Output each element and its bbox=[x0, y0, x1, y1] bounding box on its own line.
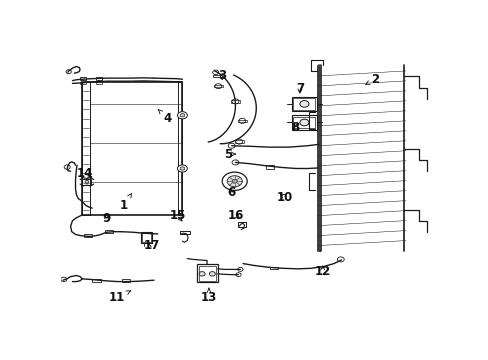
Circle shape bbox=[215, 84, 222, 89]
Circle shape bbox=[177, 165, 187, 172]
Bar bbox=[80, 77, 86, 80]
Circle shape bbox=[180, 167, 184, 170]
Bar bbox=[265, 166, 274, 169]
Bar bbox=[230, 100, 240, 103]
Circle shape bbox=[66, 70, 71, 74]
Bar bbox=[96, 82, 102, 84]
Text: 11: 11 bbox=[109, 291, 130, 304]
Text: 1: 1 bbox=[120, 194, 131, 212]
Bar bbox=[213, 75, 220, 77]
Bar bbox=[291, 97, 317, 111]
Text: 17: 17 bbox=[143, 239, 160, 252]
Circle shape bbox=[222, 172, 247, 190]
Bar bbox=[269, 267, 277, 269]
Text: 5: 5 bbox=[224, 148, 235, 161]
Circle shape bbox=[299, 100, 308, 107]
Bar bbox=[81, 82, 85, 84]
Text: 9: 9 bbox=[102, 212, 110, 225]
Text: 16: 16 bbox=[227, 209, 244, 222]
Circle shape bbox=[180, 114, 184, 117]
Circle shape bbox=[337, 257, 344, 262]
Text: 12: 12 bbox=[314, 265, 330, 278]
Bar bbox=[84, 234, 92, 237]
Bar bbox=[293, 98, 315, 110]
Circle shape bbox=[85, 180, 89, 183]
Circle shape bbox=[64, 165, 70, 169]
Circle shape bbox=[235, 273, 241, 276]
Bar bbox=[198, 266, 215, 281]
Circle shape bbox=[177, 112, 187, 119]
Circle shape bbox=[228, 143, 235, 148]
Text: 3: 3 bbox=[218, 68, 226, 82]
Text: 6: 6 bbox=[226, 186, 235, 199]
Bar bbox=[96, 77, 102, 80]
Circle shape bbox=[209, 271, 215, 276]
Text: 7: 7 bbox=[295, 82, 304, 95]
Bar bbox=[82, 82, 182, 215]
Text: 10: 10 bbox=[276, 190, 292, 203]
Circle shape bbox=[235, 139, 242, 144]
Text: 15: 15 bbox=[169, 209, 185, 222]
Circle shape bbox=[232, 179, 237, 183]
Bar bbox=[293, 117, 315, 128]
Text: 2: 2 bbox=[365, 73, 379, 86]
Bar bbox=[196, 264, 217, 282]
Text: 4: 4 bbox=[158, 109, 171, 125]
Circle shape bbox=[232, 160, 238, 165]
Bar bbox=[141, 232, 152, 243]
Bar bbox=[178, 82, 182, 215]
Circle shape bbox=[226, 176, 242, 187]
Circle shape bbox=[212, 70, 218, 75]
Text: 8: 8 bbox=[291, 121, 299, 134]
Bar bbox=[180, 231, 189, 234]
Circle shape bbox=[232, 99, 238, 104]
Bar bbox=[237, 120, 246, 122]
Bar bbox=[104, 230, 113, 233]
Circle shape bbox=[61, 277, 67, 282]
Bar bbox=[122, 279, 130, 282]
Circle shape bbox=[237, 267, 243, 271]
Bar bbox=[213, 85, 223, 87]
Bar bbox=[82, 82, 90, 215]
Bar bbox=[142, 233, 151, 242]
Bar bbox=[92, 279, 101, 282]
Bar bbox=[291, 115, 317, 130]
Circle shape bbox=[299, 119, 308, 126]
Text: 14: 14 bbox=[76, 167, 93, 180]
Circle shape bbox=[199, 271, 205, 276]
Bar bbox=[234, 140, 244, 143]
Circle shape bbox=[238, 118, 245, 123]
Bar bbox=[82, 179, 91, 185]
Text: 13: 13 bbox=[201, 288, 217, 304]
Bar bbox=[238, 222, 245, 227]
